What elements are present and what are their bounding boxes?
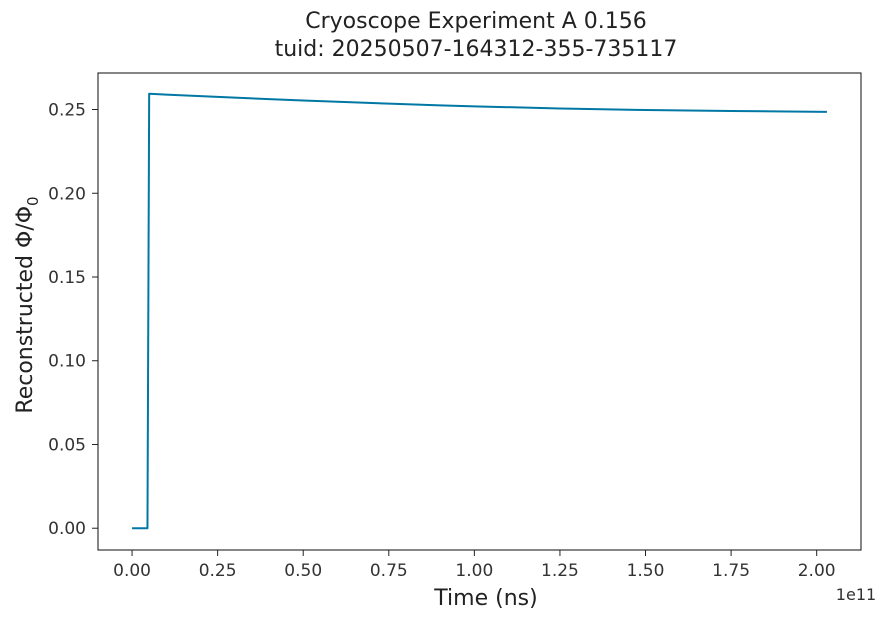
- x-tick-label: 1.25: [541, 561, 579, 581]
- y-axis: 0.00 0.05 0.10 0.15 0.20 0.25: [48, 101, 98, 539]
- x-tick-label: 2.00: [798, 561, 836, 581]
- y-tick-label: 0.15: [48, 268, 86, 288]
- chart-title-line-2: tuid: 20250507-164312-355-735117: [275, 37, 678, 62]
- y-tick-label: 0.10: [48, 352, 86, 372]
- plot-area: [97, 72, 862, 551]
- y-axis-label: Reconstructed Φ/Φ0: [13, 196, 42, 413]
- y-tick-label: 0.05: [48, 435, 86, 455]
- x-tick-label: 0.00: [113, 561, 151, 581]
- y-axis-label-subscript: 0: [24, 196, 42, 206]
- axes-frame: [97, 72, 862, 551]
- x-tick-label: 0.50: [284, 561, 322, 581]
- y-tick-label: 0.20: [48, 184, 86, 204]
- series-layer: [132, 92, 827, 530]
- x-tick-label: 0.25: [199, 561, 237, 581]
- x-axis-label: Time (ns): [433, 586, 537, 611]
- series-line-0: [132, 92, 827, 530]
- x-tick-label: 0.75: [370, 561, 408, 581]
- x-axis: 0.00 0.25 0.50 0.75 1.00 1.25 1.50 1.75 2.00: [113, 550, 836, 581]
- x-tick-label: 1.50: [627, 561, 665, 581]
- y-tick-label: 0.25: [48, 101, 86, 121]
- y-axis-label-main: Reconstructed Φ/Φ: [13, 206, 38, 414]
- x-tick-label: 1.75: [712, 561, 750, 581]
- y-tick-label: 0.00: [48, 519, 86, 539]
- chart-title-line-1: Cryoscope Experiment A 0.156: [305, 9, 647, 34]
- x-axis-offset-label: 1e11: [836, 585, 876, 604]
- x-tick-label: 1.00: [455, 561, 493, 581]
